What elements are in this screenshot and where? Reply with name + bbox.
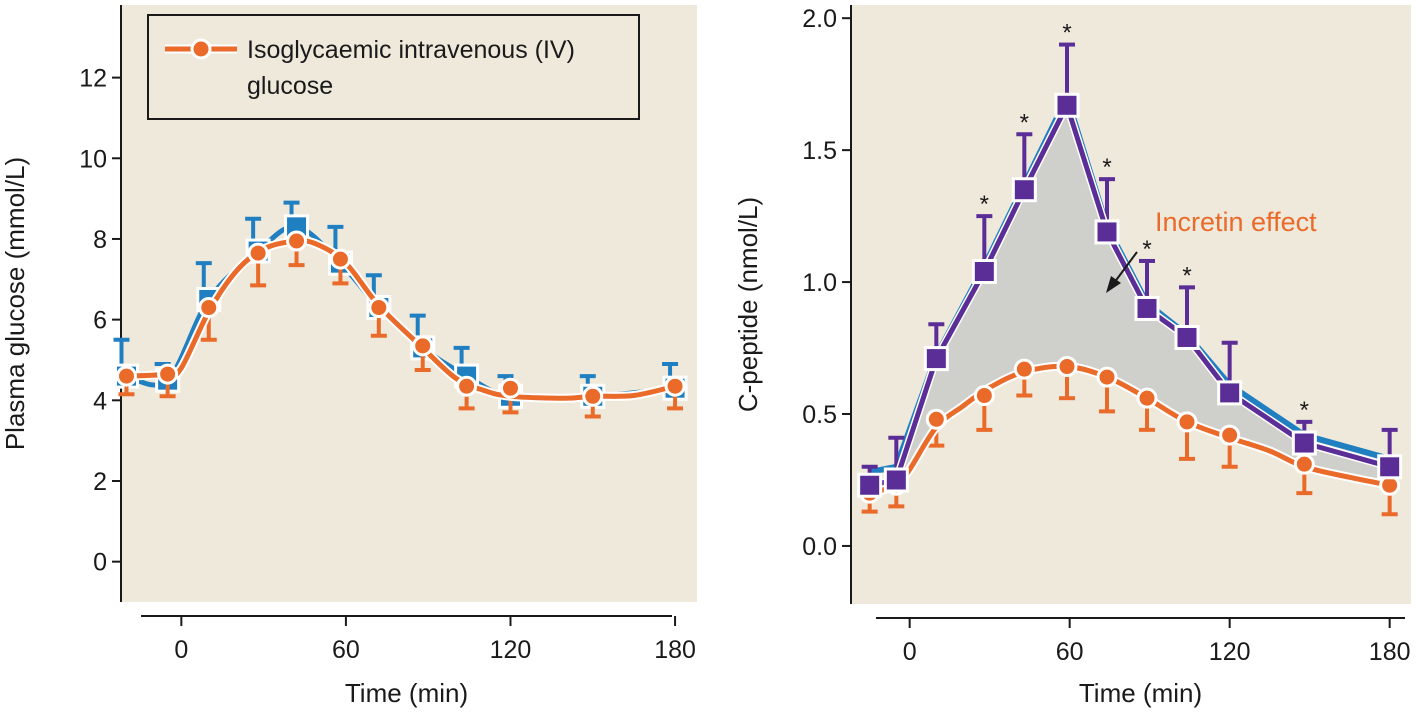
significance-asterisk: * — [980, 191, 989, 218]
orange-marker — [115, 365, 137, 387]
orange-marker — [286, 230, 308, 252]
purple-marker — [1011, 177, 1037, 203]
y-tick-label: 8 — [93, 226, 107, 254]
orange-marker — [412, 335, 434, 357]
purple-marker — [857, 472, 883, 498]
significance-asterisk: * — [1182, 262, 1191, 289]
x-tick-label: 120 — [490, 636, 532, 664]
annotation-arrow-head — [1106, 276, 1121, 293]
x-tick-label: 180 — [654, 636, 696, 664]
x-tick-label: 0 — [903, 638, 917, 666]
purple-marker — [883, 467, 909, 493]
orange-marker — [499, 377, 521, 399]
legend-label-line-2: glucose — [247, 72, 333, 100]
x-tick-label: 60 — [332, 636, 360, 664]
y-axis-title: C-peptide (nmol/L) — [733, 197, 763, 412]
purple-marker — [1377, 454, 1403, 480]
legend-box — [147, 14, 640, 120]
incretin-effect-label: Incretin effect — [1155, 207, 1317, 237]
orange-marker — [973, 385, 995, 407]
y-tick-label: 10 — [79, 145, 107, 173]
y-tick-label: 1.5 — [802, 137, 837, 165]
y-tick-label: 2 — [93, 468, 107, 496]
purple-marker — [1054, 92, 1080, 118]
orange-marker — [1013, 358, 1035, 380]
orange-marker — [198, 297, 220, 319]
orange-marker — [329, 248, 351, 270]
orange-marker — [1096, 366, 1118, 388]
orange-marker — [247, 242, 269, 264]
significance-asterisk: * — [1062, 20, 1071, 47]
y-tick-label: 0.0 — [802, 533, 837, 561]
legend-label-line-1: Isoglycaemic intravenous (IV) — [247, 36, 575, 64]
significance-asterisk: * — [1300, 397, 1309, 424]
purple-marker — [1291, 430, 1317, 456]
y-tick-label: 0.5 — [802, 401, 837, 429]
significance-asterisk: * — [1020, 109, 1029, 136]
purple-marker — [1174, 324, 1200, 350]
y-axis-title: Plasma glucose (mmol/L) — [0, 157, 30, 450]
legend-marker — [190, 38, 212, 60]
x-tick-label: 180 — [1369, 638, 1411, 666]
y-tick-label: 0 — [93, 549, 107, 577]
orange-marker — [368, 297, 390, 319]
y-tick-label: 2.0 — [802, 5, 837, 33]
orange-marker — [664, 375, 686, 397]
c-peptide-chart: 0.0 0.5 1.0 1.5 2.0 0 60 120 180 Time (min) C-pept… — [733, 5, 1411, 708]
orange-marker — [456, 375, 478, 397]
y-tick-label: 1.0 — [802, 269, 837, 297]
orange-marker — [582, 385, 604, 407]
y-tick-label: 12 — [79, 65, 107, 93]
x-axis-title: Time (min) — [1079, 678, 1202, 708]
purple-marker — [971, 259, 997, 285]
incretin-effect-area — [869, 105, 1390, 494]
purple-marker — [923, 346, 949, 372]
y-tick-label: 6 — [93, 307, 107, 335]
orange-marker — [1219, 424, 1241, 446]
annotation-arrow-line — [1113, 251, 1138, 284]
y-tick-label: 4 — [93, 387, 107, 415]
orange-marker — [925, 408, 947, 430]
x-tick-label: 0 — [174, 636, 188, 664]
significance-asterisk: * — [1142, 236, 1151, 263]
x-tick-label: 60 — [1056, 638, 1084, 666]
orange-marker — [1293, 453, 1315, 475]
x-axis-title: Time (min) — [345, 678, 468, 708]
orange-series-line — [868, 363, 1391, 496]
x-tick-label: 120 — [1209, 638, 1251, 666]
purple-marker — [1094, 219, 1120, 245]
orange-marker — [1136, 387, 1158, 409]
orange-marker — [1176, 411, 1198, 433]
legend: Isoglycaemic intravenous (IV) glucose — [147, 14, 640, 120]
purple-marker — [1217, 380, 1243, 406]
significance-asterisk: * — [1102, 154, 1111, 181]
purple-marker — [1134, 295, 1160, 321]
orange-marker — [157, 363, 179, 385]
orange-marker — [1056, 356, 1078, 378]
